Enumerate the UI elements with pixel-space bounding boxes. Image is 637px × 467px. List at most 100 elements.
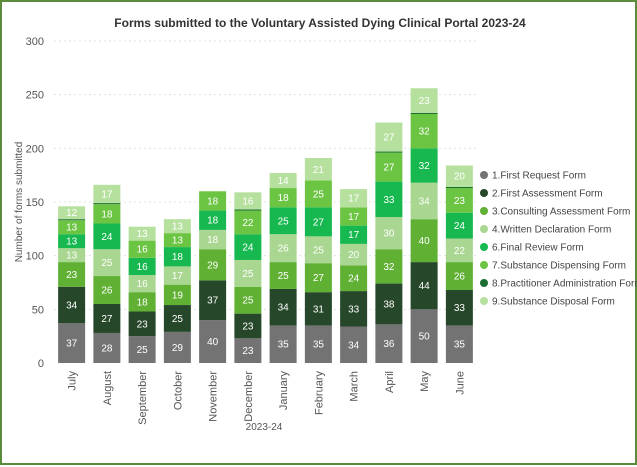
data-label: 21 (313, 165, 325, 176)
x-tick-label: June (454, 371, 466, 395)
data-label: 32 (419, 161, 431, 172)
legend-marker (480, 279, 488, 287)
bar-segment (58, 286, 86, 324)
bar-stack-september: 25 23 18 16 16 16 13 (128, 226, 156, 363)
data-label: 13 (137, 229, 149, 240)
bar-segment (340, 189, 368, 208)
data-label: 33 (348, 304, 360, 315)
bar-segment (58, 323, 86, 363)
data-label: 16 (137, 245, 149, 256)
data-label: 25 (242, 296, 254, 307)
data-label: 17 (101, 189, 113, 200)
data-label: 37 (207, 296, 219, 307)
bar-stack-november: 40 37 29 18 18 18 (199, 191, 227, 363)
bar-segment (410, 113, 438, 149)
bar-stack-december: 23 23 25 25 24 22 16 (234, 192, 262, 363)
bar-segment (269, 188, 297, 208)
data-label: 23 (66, 270, 78, 281)
legend-item: 2.First Assessment Form (480, 189, 603, 200)
x-tick-label: July (67, 371, 79, 391)
data-label: 17 (348, 212, 360, 223)
data-label: 23 (242, 346, 254, 357)
bar-segment (163, 284, 191, 306)
y-tick-label: 100 (26, 251, 44, 263)
bar-segment (128, 240, 156, 258)
bar-segment (234, 286, 262, 314)
bar-segment (58, 206, 86, 220)
x-tick-label: October (172, 371, 184, 410)
legend-label: 2.First Assessment Form (492, 189, 603, 200)
data-label: 16 (242, 196, 254, 207)
data-label: 18 (207, 196, 219, 207)
data-label: 19 (172, 290, 184, 301)
legend-label: 9.Substance Disposal Form (492, 297, 615, 308)
y-tick-label: 0 (38, 358, 44, 370)
data-label: 14 (278, 176, 290, 187)
legend-item: 7.Substance Dispensing Form (480, 261, 626, 272)
data-label: 17 (172, 271, 184, 282)
bar-segment (234, 234, 262, 260)
legend-marker (480, 171, 488, 179)
y-tick-label: 150 (26, 197, 44, 209)
bar-segment (93, 303, 121, 333)
legend-marker (480, 225, 488, 233)
bar-segment (163, 247, 191, 267)
bar-segment (128, 336, 156, 363)
bar-segment (128, 274, 156, 293)
bar-segment (340, 207, 368, 226)
bar-segment (410, 148, 438, 183)
data-label: 26 (454, 272, 466, 283)
bar-segment (93, 184, 121, 204)
data-label: 13 (66, 251, 78, 262)
data-label: 18 (137, 297, 149, 308)
data-label: 18 (101, 209, 113, 220)
data-label: 32 (419, 127, 431, 138)
legend-label: 4.Written Declaration Form (492, 225, 611, 236)
data-label: 40 (207, 337, 219, 348)
bar-segment (410, 309, 438, 363)
bar-segment (269, 234, 297, 263)
bar-segment (445, 186, 473, 189)
bar-segment (445, 325, 473, 363)
bar-segment (269, 262, 297, 289)
bar-segment (340, 291, 368, 327)
legend-label: 6.Final Review Form (492, 243, 584, 254)
bar-segment (234, 259, 262, 287)
bar-stack-october: 29 25 19 17 18 13 13 (163, 219, 191, 363)
data-label: 18 (278, 193, 290, 204)
bar-segment (340, 265, 368, 292)
bar-segment (163, 305, 191, 332)
data-label: 12 (66, 208, 78, 219)
data-label: 13 (66, 237, 78, 248)
data-label: 33 (383, 195, 395, 206)
y-tick-label: 200 (26, 143, 44, 155)
legend-marker (480, 189, 488, 197)
bar-segment (93, 203, 121, 205)
bar-stack-may: 50 44 40 34 32 32 23 (410, 88, 438, 363)
bar-segment (410, 182, 438, 220)
bar-segment (58, 234, 86, 249)
bar-segment (163, 233, 191, 248)
data-label: 25 (242, 269, 254, 280)
legend-label: 7.Substance Dispensing Form (492, 261, 626, 272)
data-label: 23 (137, 319, 149, 330)
bars: 37 34 23 13 13 13 12 28 27 26 25 24 18 17 25 23 18 16 16 16… (58, 88, 473, 363)
bar-segment (445, 238, 473, 263)
data-label: 24 (348, 274, 360, 285)
data-label: 16 (137, 262, 149, 273)
bar-segment (199, 249, 227, 281)
bar-segment (58, 262, 86, 287)
data-label: 33 (454, 303, 466, 314)
x-tick-label: December (243, 371, 255, 422)
bar-segment (163, 266, 191, 285)
bar-segment (375, 151, 403, 153)
data-label: 25 (137, 345, 149, 356)
bar-segment (375, 249, 403, 284)
data-label: 40 (419, 236, 431, 247)
bar-segment (445, 290, 473, 326)
data-label: 27 (313, 273, 325, 284)
bar-segment (375, 217, 403, 250)
data-label: 34 (66, 301, 78, 312)
data-label: 38 (383, 299, 395, 310)
